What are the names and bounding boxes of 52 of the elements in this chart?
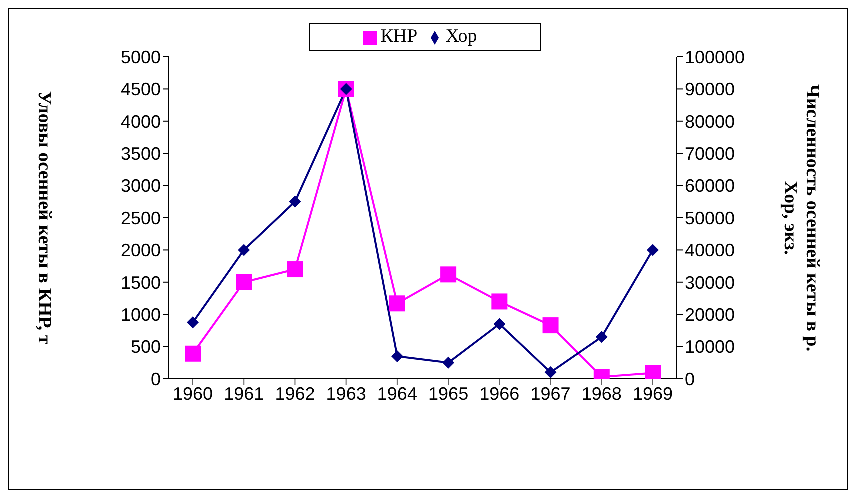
x-tick-label: 1964 [377, 384, 418, 404]
y2-tick-label: 60000 [685, 176, 736, 196]
y2-tick-label: 70000 [685, 144, 736, 164]
point [440, 266, 457, 283]
point [389, 296, 406, 312]
y2-tick-label: 40000 [685, 240, 736, 261]
y-tick-label: 1500 [120, 272, 161, 293]
y-tick-label: 4500 [120, 80, 161, 100]
x-tick-label: 1965 [428, 384, 469, 404]
x-tick-label: 1963 [326, 384, 366, 404]
x-tick-label: 1966 [480, 384, 520, 404]
y2-tick-label: 90000 [685, 80, 736, 100]
point [236, 274, 252, 290]
y2-tick-label: 30000 [685, 272, 736, 293]
x-tick-label: 1962 [275, 384, 316, 404]
point [391, 350, 404, 362]
y-tick-label: 3500 [120, 144, 161, 164]
y-tick-label: 0 [150, 369, 161, 390]
point [187, 316, 199, 329]
legend-label: Хор [446, 26, 478, 47]
y2-tick-label: 20000 [685, 304, 736, 325]
x-tick-label: 1960 [172, 384, 214, 404]
point [544, 366, 557, 379]
y-tick-label: 1000 [120, 304, 161, 325]
point [185, 346, 201, 362]
y-axis-title: Уловы осенней кеты в КНР, т [34, 91, 55, 346]
y2-tick-label: 10000 [685, 337, 736, 358]
point [647, 244, 659, 256]
y2-tick-label: 50000 [685, 208, 736, 228]
legend-label: КНР [380, 26, 418, 47]
y-tick-label: 2000 [120, 240, 161, 261]
y-tick-label: 3000 [120, 176, 161, 196]
y2-tick-label: 0 [685, 369, 696, 390]
point [442, 356, 455, 369]
point [287, 262, 304, 278]
point [492, 294, 508, 310]
y2-tick-label: 80000 [685, 112, 736, 132]
y-tick-label: 4000 [120, 112, 161, 132]
x-tick-label: 1969 [632, 384, 674, 404]
point [494, 318, 506, 330]
point [596, 331, 608, 344]
x-tick-label: 1968 [582, 384, 622, 404]
y-tick-label: 500 [130, 337, 161, 358]
y-tick-label: 2500 [120, 208, 161, 228]
point [238, 244, 250, 256]
y2-tick-label: 100000 [685, 47, 746, 68]
x-tick-label: 1967 [530, 384, 571, 404]
y2-axis-title: Численность осенней кеты в р. Хор, экз. [780, 84, 823, 352]
x-tick-label: 1961 [224, 384, 264, 404]
point [289, 196, 302, 208]
y-tick-label: 5000 [120, 47, 161, 68]
point [542, 318, 559, 334]
